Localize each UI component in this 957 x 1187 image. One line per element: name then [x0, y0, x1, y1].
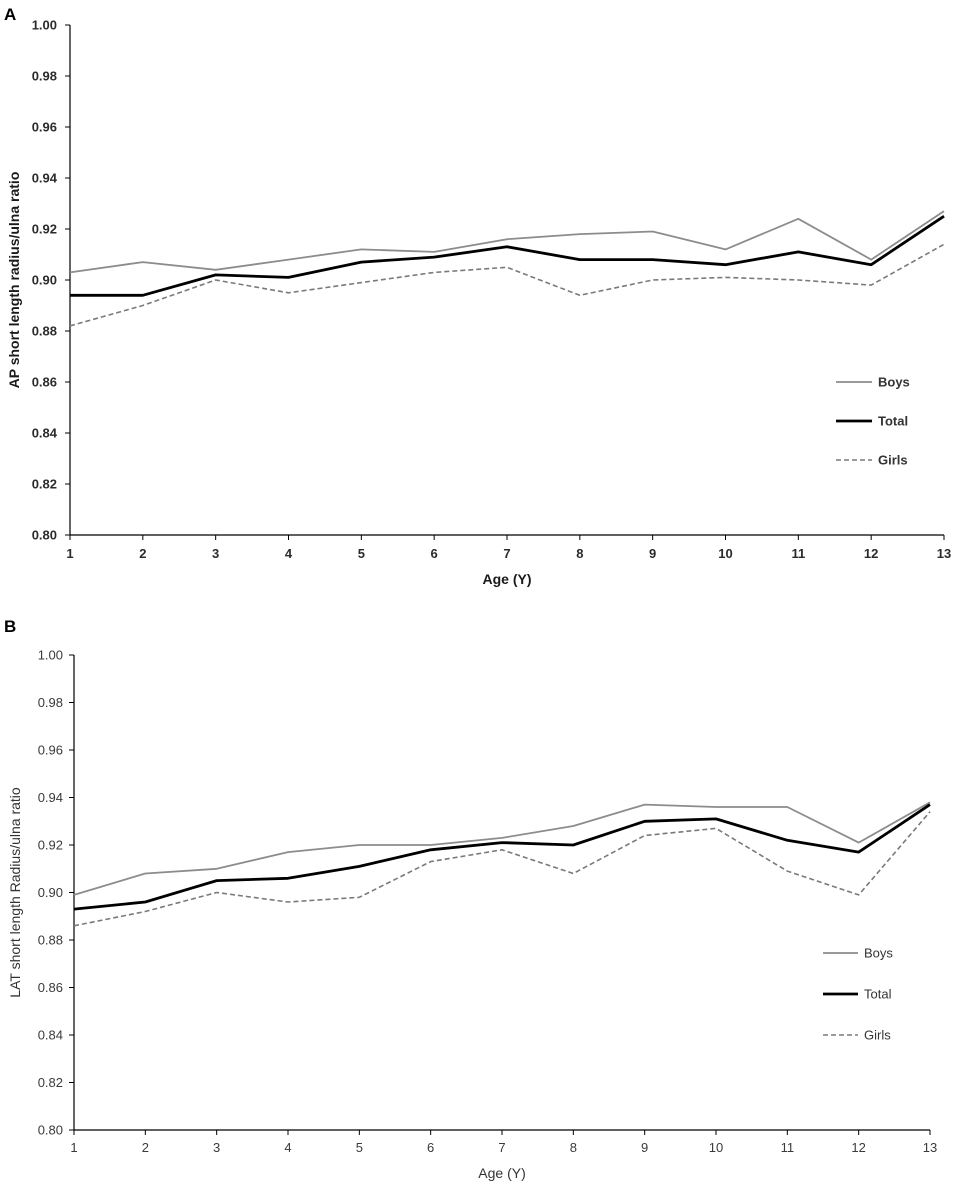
chart2-y-tick-label: 0.84 [38, 1028, 63, 1043]
chart2-x-tick-label: 6 [427, 1140, 434, 1155]
chart1-x-tick-label: 1 [66, 546, 73, 561]
panel-b: B 0.80 0.82 0.84 0.86 0.88 0.90 0.92 0.94 0.96 0.… [4, 617, 937, 1181]
chart1-y-tick-label: 0.90 [32, 273, 57, 288]
chart2-x-tick-label: 7 [498, 1140, 505, 1155]
chart2-y-tick-label: 0.82 [38, 1075, 63, 1090]
chart2-y-tick-label: 0.90 [38, 885, 63, 900]
chart2-y-tick-label: 0.98 [38, 695, 63, 710]
chart2-x-tick-label: 11 [781, 1140, 795, 1155]
chart2-x-tick-label: 13 [923, 1140, 937, 1155]
chart2-x-tick-label: 8 [570, 1140, 577, 1155]
chart1-y-tick-label: 0.88 [32, 324, 57, 339]
chart1-y-tick-label: 0.80 [32, 528, 57, 543]
chart1-x-tick-label: 5 [358, 546, 365, 561]
chart1-x-tick-label: 4 [285, 546, 293, 561]
chart2-x-tick-label: 10 [709, 1140, 723, 1155]
chart2-x-tick-label: 2 [142, 1140, 149, 1155]
chart1-legend-label-girls: Girls [878, 453, 908, 468]
chart2-y-tick-label: 0.92 [38, 838, 63, 853]
chart1-x-tick-label: 6 [431, 546, 438, 561]
chart2-series-boys-line [73, 801, 931, 896]
chart2-x-axis-title: Age (Y) [478, 1165, 525, 1181]
chart2-y-axis-title: LAT short length Radius/ulna ratio [7, 787, 23, 998]
chart2-series-girls-line [73, 811, 931, 927]
chart2-legend-label-boys: Boys [864, 946, 893, 961]
chart2-x-tick-label: 12 [851, 1140, 865, 1155]
panel-a-letter: A [4, 5, 16, 24]
chart2-y-tick-label: 0.96 [38, 743, 63, 758]
chart1-x-tick-label: 7 [503, 546, 510, 561]
chart1-series-boys-line [69, 210, 945, 274]
panel-a: A 0.80 0.82 0.84 0.86 0.88 0.90 0.92 0.94 0.96 0.… [4, 5, 951, 587]
chart2-x-tick-label: 5 [356, 1140, 363, 1155]
chart1-y-axis-title: AP short length radius/ulna ratio [6, 172, 22, 389]
chart2-y-tick-label: 0.80 [38, 1123, 63, 1138]
chart1-y-tick-label: 0.82 [32, 477, 57, 492]
chart1-x-tick-label: 9 [649, 546, 656, 561]
chart1-x-tick-label: 8 [576, 546, 583, 561]
chart2-x-tick-label: 3 [213, 1140, 220, 1155]
chart2-y-tick-label: 0.88 [38, 933, 63, 948]
chart1-x-tick-label: 2 [139, 546, 146, 561]
panel-b-letter: B [4, 617, 16, 636]
chart2-legend-label-total: Total [864, 987, 892, 1002]
chart2-y-tick-label: 0.94 [38, 790, 63, 805]
chart2-series-total-line [73, 803, 931, 911]
chart1-x-tick-label: 3 [212, 546, 219, 561]
chart1-y-tick-label: 0.94 [32, 171, 58, 186]
chart1-x-axis-title: Age (Y) [483, 571, 532, 587]
chart1-y-tick-label: 0.86 [32, 375, 57, 390]
chart2-y-tick-label: 1.00 [38, 648, 63, 663]
chart1-y-tick-label: 0.98 [32, 69, 57, 84]
chart1-series-girls-line [69, 243, 945, 327]
chart1-y-tick-label: 0.84 [32, 426, 58, 441]
chart2-x-tick-label: 1 [70, 1140, 77, 1155]
chart2-x-tick-label: 4 [284, 1140, 291, 1155]
chart1-legend-label-boys: Boys [878, 375, 910, 390]
chart1-y-tick-label: 0.92 [32, 222, 57, 237]
chart1-x-tick-label: 11 [791, 546, 805, 561]
chart1-series-total-line [70, 215, 945, 297]
chart2-legend-label-girls: Girls [864, 1028, 891, 1043]
chart1-y-tick-label: 1.00 [32, 18, 57, 33]
chart1-legend-label-total: Total [878, 414, 908, 429]
chart1-x-tick-label: 12 [864, 546, 878, 561]
chart1-x-tick-label: 10 [718, 546, 732, 561]
chart2-x-tick-label: 9 [641, 1140, 648, 1155]
chart1-x-tick-label: 13 [937, 546, 951, 561]
chart2-y-tick-label: 0.86 [38, 980, 63, 995]
chart1-y-tick-label: 0.96 [32, 120, 57, 135]
